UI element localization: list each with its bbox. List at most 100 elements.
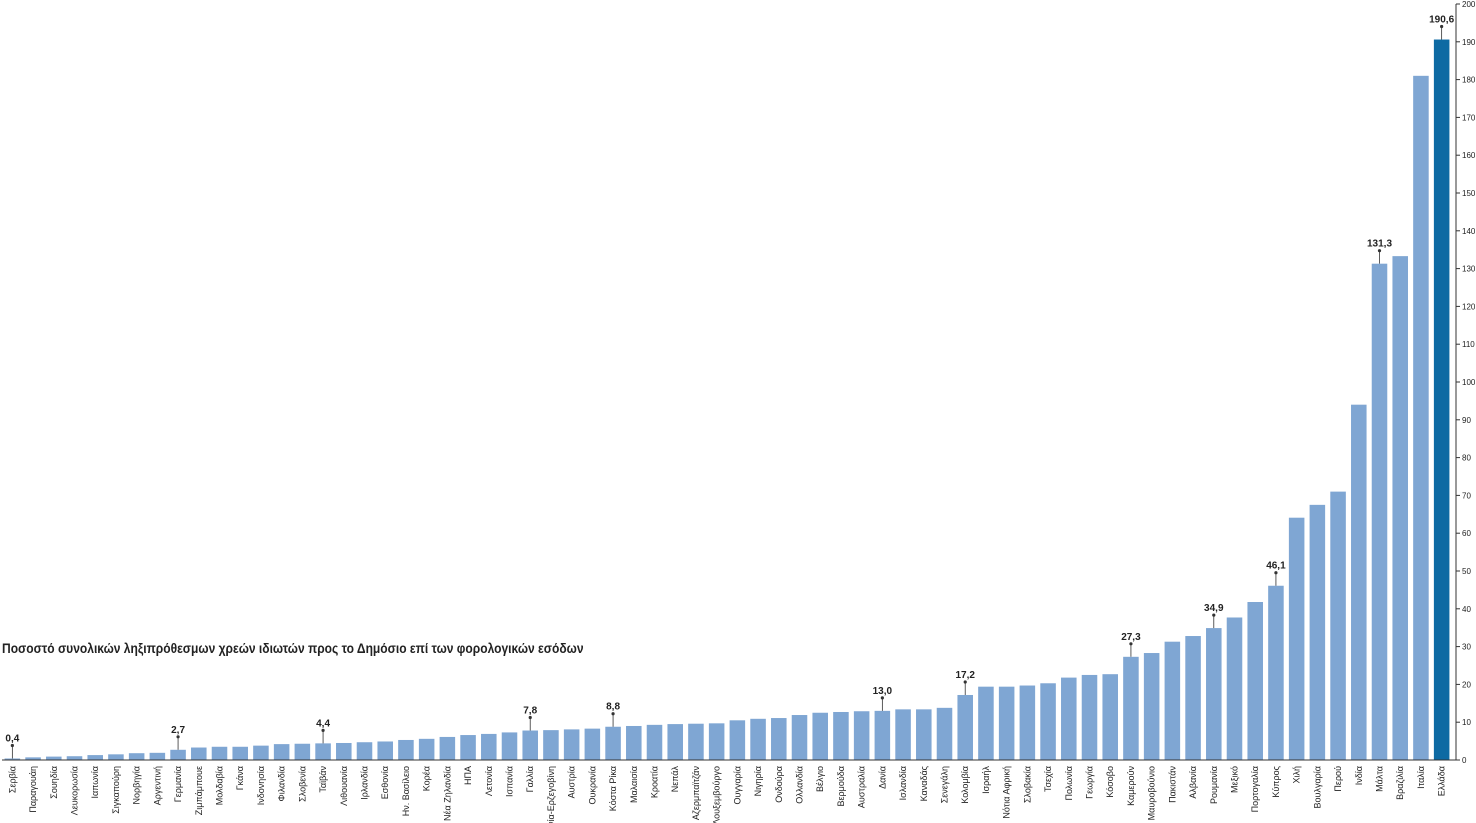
data-label-dot (528, 715, 532, 720)
y-tick-label: 20 (1462, 680, 1471, 689)
bar (232, 746, 248, 760)
bar (377, 741, 393, 760)
category-label: Κόσοβο (1105, 766, 1115, 798)
category-label: Αυστρία (567, 766, 577, 798)
bar (4, 758, 21, 760)
category-label: Γεωργία (1085, 766, 1095, 799)
category-label: Πακιστάν (1167, 766, 1177, 803)
y-tick-label: 0 (1462, 756, 1467, 765)
category-label: Ην. Βασίλειο (401, 766, 411, 816)
bar (356, 742, 373, 760)
category-label: Σλοβενία (297, 766, 307, 802)
bar (1102, 674, 1118, 760)
bar (1143, 653, 1160, 760)
category-label: Κόστα Ρίκα (608, 766, 618, 811)
y-tick-label: 70 (1462, 491, 1471, 500)
bar (605, 726, 621, 760)
category-label: Κροατία (650, 766, 660, 798)
category-label: Περού (1333, 766, 1343, 792)
bar (1309, 504, 1326, 760)
data-label: 17,2 (955, 670, 975, 681)
y-tick-label: 110 (1462, 340, 1475, 349)
bar (1164, 641, 1181, 760)
category-label: Πορτογαλία (1250, 766, 1260, 812)
category-label: Σενεγάλη (940, 766, 950, 803)
bar (336, 742, 352, 760)
category-label: Ιρλανδία (360, 766, 370, 800)
bar (501, 732, 518, 760)
bar (128, 753, 145, 760)
category-label: Δανία (877, 766, 887, 789)
data-label-dot (1129, 642, 1133, 646)
category-label: Νότια Αφρική (1002, 766, 1012, 819)
bar (149, 752, 166, 760)
data-label: 131,3 (1367, 239, 1392, 250)
bar (253, 745, 269, 760)
bar (418, 738, 435, 760)
category-label: Ισπανία (505, 766, 515, 797)
category-label: Σλοβακία (1022, 766, 1032, 803)
y-tick-label: 190 (1462, 38, 1476, 47)
y-tick-label: 80 (1462, 454, 1471, 463)
y-tick-label: 170 (1462, 113, 1476, 122)
bar (1433, 39, 1450, 760)
bar (1247, 602, 1263, 760)
bar (439, 736, 456, 760)
category-label: Μαλαισία (629, 766, 639, 803)
bar (667, 724, 683, 760)
bar (543, 730, 559, 760)
category-label: Ισραήλ (981, 766, 991, 794)
y-tick-label: 130 (1462, 265, 1476, 274)
category-label: Κολομβία (960, 766, 970, 804)
category-label: Ελλάδα (1437, 766, 1447, 796)
bar (729, 720, 746, 760)
bar (916, 709, 932, 760)
bar (874, 710, 891, 760)
category-label: Ρουμανία (1209, 766, 1219, 804)
category-label: Μάλτα (1375, 766, 1385, 792)
category-label: Γαλλία (525, 766, 535, 792)
bar (771, 718, 787, 760)
data-label: 4,4 (316, 718, 330, 729)
data-label: 27,3 (1121, 632, 1141, 643)
category-label: Κορέα (422, 766, 432, 791)
category-label: Ζιμπάμπουε (194, 766, 204, 815)
bar (957, 694, 973, 760)
data-label-dot (880, 696, 884, 700)
category-label: Μεξικό (1230, 766, 1240, 793)
category-label: Ινδία (1354, 766, 1364, 785)
category-label: Καμερούν (1126, 766, 1136, 806)
bar (66, 756, 83, 760)
y-tick-label: 140 (1462, 227, 1476, 236)
category-label: Ιαπωνία (90, 766, 100, 799)
bar (1081, 674, 1098, 760)
bar (563, 729, 580, 760)
category-label: Κύπρος (1271, 765, 1281, 797)
y-tick-label: 100 (1462, 378, 1476, 387)
data-label: 190,6 (1429, 15, 1454, 26)
y-tick-label: 200 (1462, 0, 1476, 9)
bar (978, 686, 994, 760)
bar (315, 743, 331, 760)
y-tick-label: 60 (1462, 529, 1471, 538)
category-label: Σουηδία (49, 766, 59, 799)
bar (936, 707, 953, 760)
bar (1019, 685, 1036, 760)
bar (1351, 404, 1367, 760)
bar (688, 723, 704, 760)
category-label: Βερμούδα (836, 766, 846, 806)
bar (170, 749, 186, 760)
data-label: 2,7 (171, 725, 185, 736)
y-tick-label: 120 (1462, 302, 1476, 311)
category-label: Βουλγαρία (1312, 766, 1322, 808)
category-label: Σερβία (7, 766, 17, 793)
category-label: Γκάνα (235, 766, 245, 790)
y-tick-label: 10 (1462, 718, 1471, 727)
bar (812, 712, 828, 760)
y-tick-label: 90 (1462, 416, 1471, 425)
bar (1268, 585, 1284, 760)
category-label: Λευκορωσία (70, 766, 80, 815)
bar (25, 757, 41, 760)
category-label: Σιγκαπούρη (111, 766, 121, 814)
bar (1330, 491, 1346, 760)
